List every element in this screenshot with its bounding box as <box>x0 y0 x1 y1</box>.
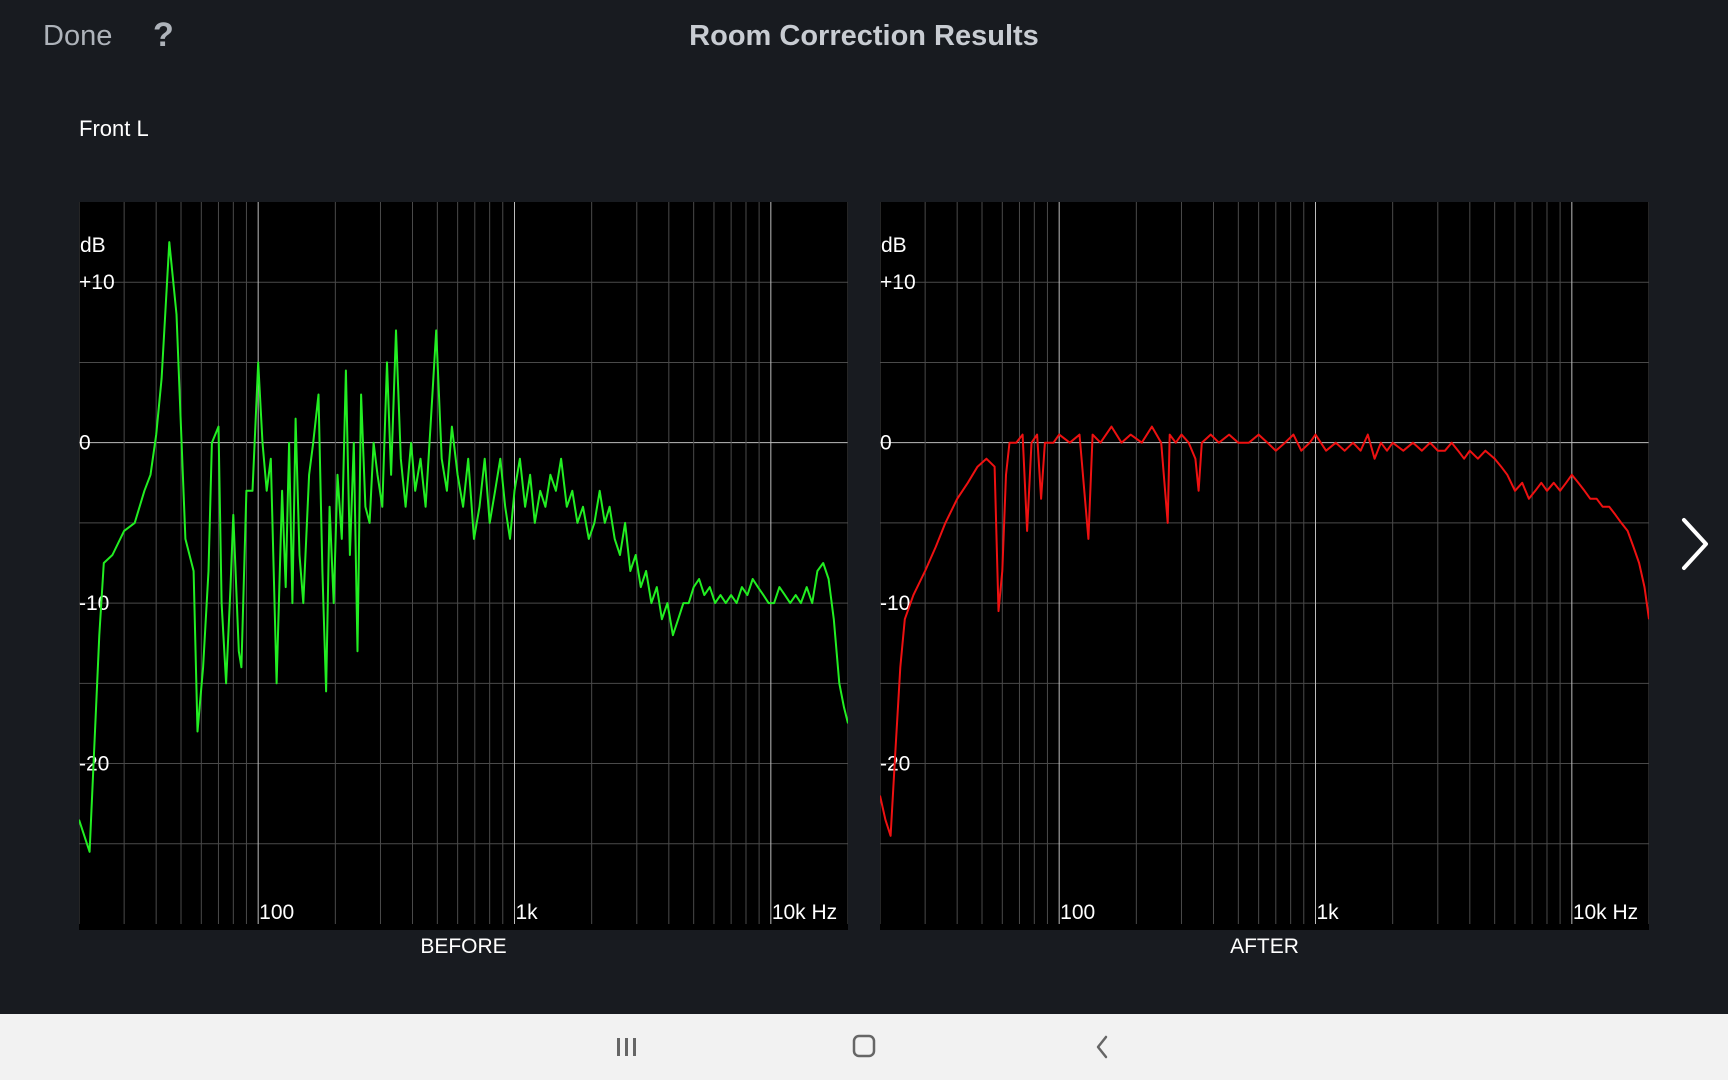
header-bar: Done ? Room Correction Results <box>0 0 1728 80</box>
y-tick-label: +10 <box>880 271 916 294</box>
before-chart: dB +10 0 -10 -20 100 1k 10k Hz <box>79 202 848 930</box>
y-tick-label: 0 <box>880 432 892 455</box>
y-tick-label: -10 <box>880 592 910 615</box>
home-icon[interactable] <box>819 1014 909 1080</box>
x-tick-label: 10k Hz <box>772 901 837 924</box>
y-tick-label: +10 <box>79 271 115 294</box>
channel-label: Front L <box>79 116 149 141</box>
y-tick-label: -10 <box>79 592 109 615</box>
back-icon[interactable] <box>1057 1014 1147 1080</box>
x-tick-label: 1k <box>1317 901 1340 924</box>
done-button[interactable]: Done <box>43 20 113 52</box>
x-tick-label: 100 <box>259 901 294 924</box>
chevron-right-icon[interactable] <box>1672 512 1716 576</box>
system-navigation-bar <box>0 1014 1728 1080</box>
after-caption: AFTER <box>1230 935 1299 958</box>
y-axis-unit-label: dB <box>881 234 907 257</box>
page-title: Room Correction Results <box>689 20 1039 52</box>
after-chart: dB +10 0 -10 -20 100 1k 10k Hz <box>880 202 1649 930</box>
after-response-curve <box>880 425 1649 837</box>
x-tick-label: 100 <box>1060 901 1095 924</box>
y-axis-unit-label: dB <box>80 234 106 257</box>
recents-icon[interactable] <box>582 1014 672 1080</box>
x-tick-label: 10k Hz <box>1573 901 1638 924</box>
before-caption: BEFORE <box>420 935 507 958</box>
y-tick-label: 0 <box>79 432 91 455</box>
help-icon[interactable]: ? <box>153 16 174 54</box>
before-response-curve <box>79 241 848 853</box>
x-tick-label: 1k <box>516 901 539 924</box>
